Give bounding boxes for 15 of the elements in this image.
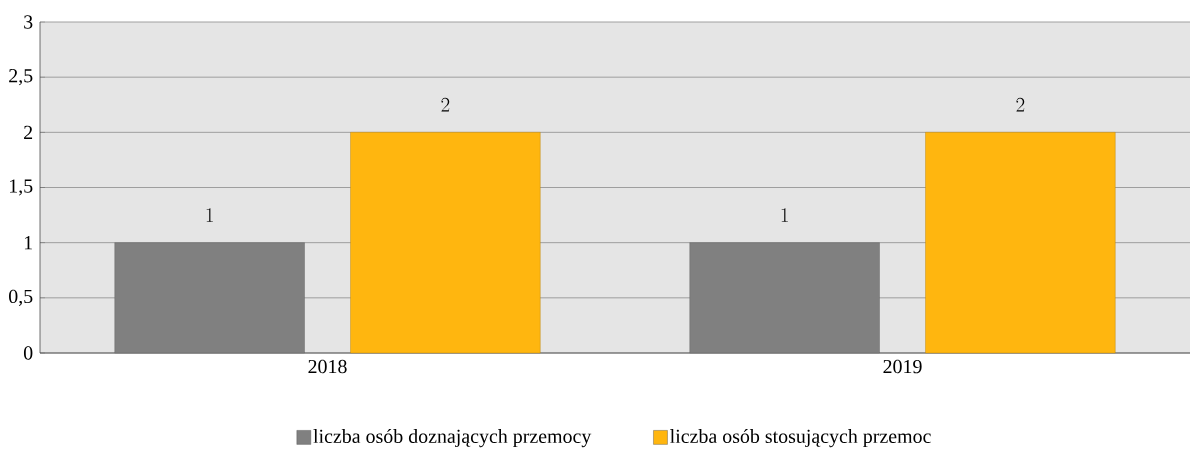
x-tick-label: 2018	[308, 359, 347, 374]
y-tick-label: 0,5	[9, 289, 33, 306]
data-label: 1	[781, 208, 788, 222]
x-tick-label: 2019	[883, 359, 922, 374]
data-label: 1	[206, 208, 213, 222]
y-tick-label: 1	[24, 236, 32, 250]
y-tick-label: 1,5	[10, 179, 33, 196]
data-label: 2	[1016, 97, 1025, 112]
y-tick-label: 2	[24, 125, 33, 139]
y-tick-label: 2,5	[9, 69, 33, 86]
y-tick-label: 3	[24, 15, 33, 29]
y-tick-label: 0	[23, 346, 33, 360]
legend-label: liczba osób doznających przemocy	[313, 428, 592, 448]
data-label: 2	[441, 97, 450, 112]
legend-label: liczba osób stosujących przemoc	[670, 428, 931, 448]
